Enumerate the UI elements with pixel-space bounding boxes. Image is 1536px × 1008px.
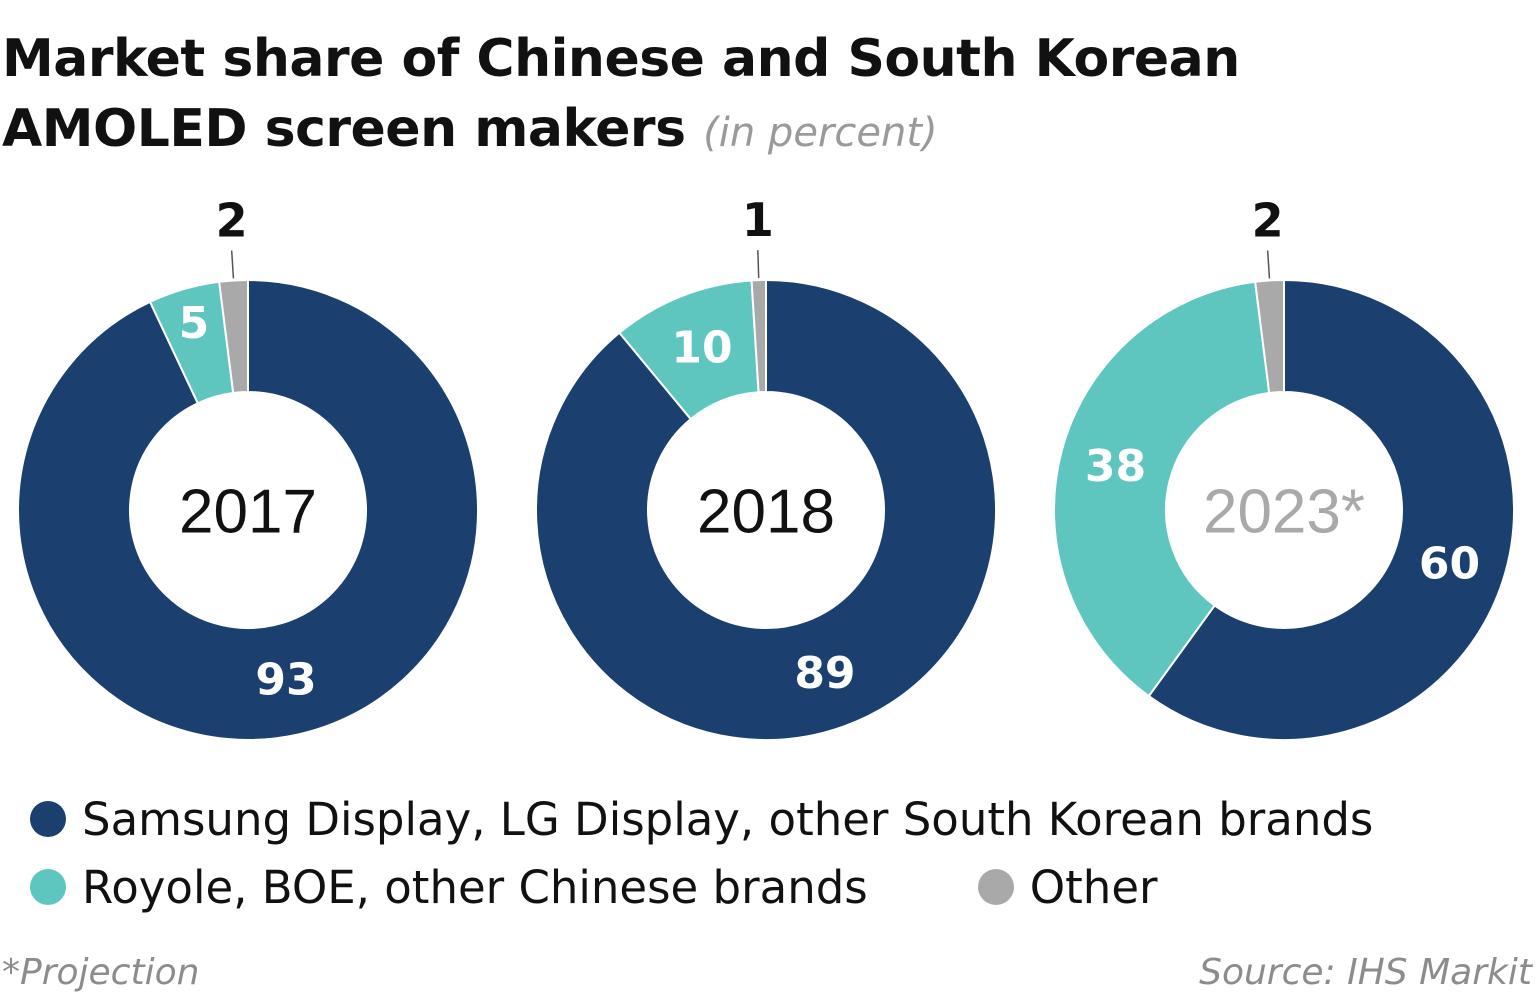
chart-title: Market share of Chinese and South Korean… <box>2 24 1502 168</box>
legend-label-other: Other <box>1029 860 1158 914</box>
donut-2017: 93 52 2017 <box>17 194 479 741</box>
leader-line-other <box>230 250 235 279</box>
slice-korean <box>535 278 997 741</box>
legend-row-2: Royole, BOE, other Chinese brands Other <box>30 853 1510 921</box>
value-label-korean: 60 <box>1419 538 1480 589</box>
footnote: *Projection <box>2 952 200 993</box>
center-label: 2023* <box>1203 478 1365 547</box>
source-note: Source: IHS Markit <box>1199 952 1532 993</box>
legend-label-korean: Samsung Display, LG Display, other South… <box>82 792 1374 846</box>
leader-line-other <box>1266 250 1271 279</box>
value-label-chinese: 10 <box>671 323 732 374</box>
slice-other <box>750 278 767 394</box>
legend-dot-korean <box>30 801 66 837</box>
value-label-korean: 89 <box>794 648 855 699</box>
slice-korean <box>1147 278 1515 741</box>
donut-2023: 60 38 2 2023* <box>1053 194 1515 741</box>
legend-row-1: Samsung Display, LG Display, other South… <box>30 785 1510 853</box>
value-label-chinese: 38 <box>1085 441 1146 492</box>
slice-korean <box>17 278 479 741</box>
slice-chinese <box>1053 280 1271 698</box>
value-label-chinese: 5 <box>179 298 210 349</box>
slice-other <box>1254 278 1285 395</box>
value-label-other: 2 <box>1252 194 1284 248</box>
chart-title-unit: (in percent) <box>703 110 938 156</box>
center-label: 2018 <box>697 478 835 547</box>
legend-item-chinese: Royole, BOE, other Chinese brands <box>30 861 868 914</box>
value-label-other: 1 <box>742 193 774 247</box>
legend-item-korean: Samsung Display, LG Display, other South… <box>30 793 1373 846</box>
donut-2018: 89 10 1 2018 <box>535 193 997 741</box>
legend-label-chinese: Royole, BOE, other Chinese brands <box>82 860 868 914</box>
legend: Samsung Display, LG Display, other South… <box>30 785 1510 921</box>
chart-title-main: Market share of Chinese and South Korean… <box>2 29 1240 159</box>
center-label: 2017 <box>179 478 317 547</box>
leader-line-other <box>757 250 760 279</box>
value-label-korean: 93 <box>255 654 316 705</box>
slice-other <box>218 278 249 395</box>
legend-dot-chinese <box>30 869 66 905</box>
value-label-other: 2 <box>216 194 248 248</box>
legend-item-other: Other <box>977 860 1158 914</box>
legend-dot-other <box>977 869 1014 905</box>
